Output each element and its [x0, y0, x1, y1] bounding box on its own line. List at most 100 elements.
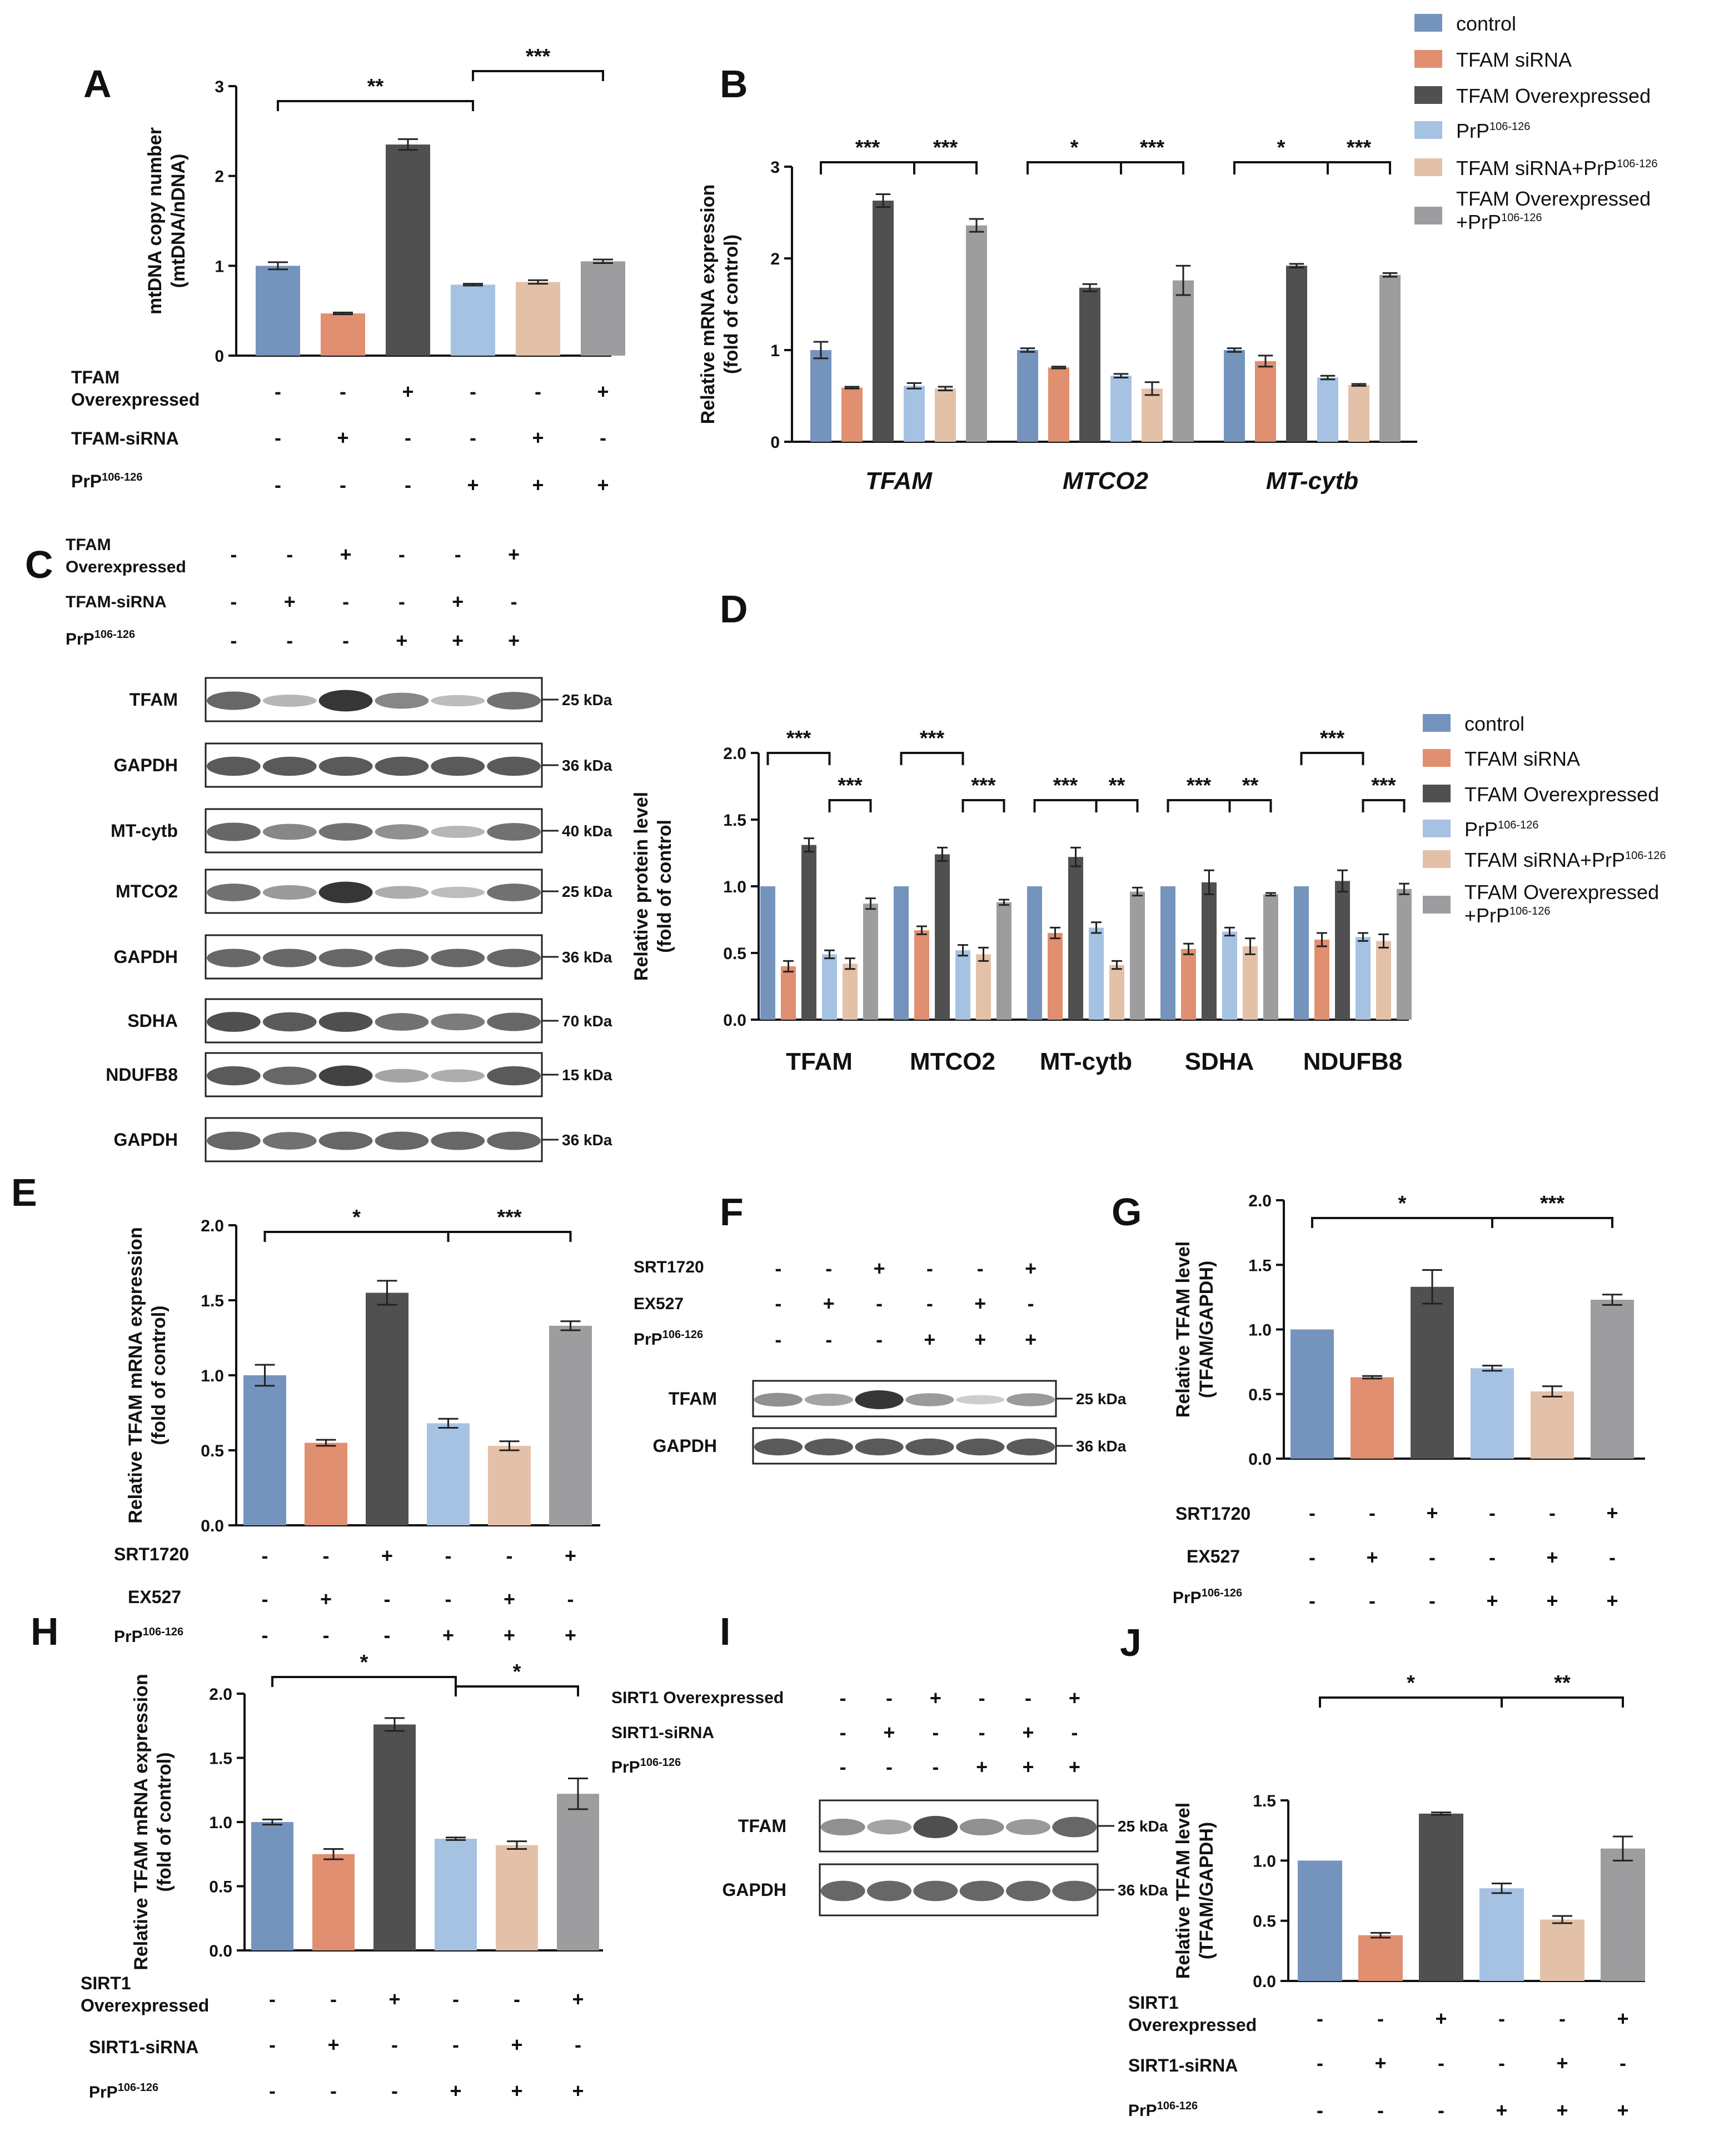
legend-b-control: control [1456, 12, 1516, 35]
panel-d-cat1-sig-bracket-1 [961, 799, 1005, 812]
panel-g-ytick-label: 1.0 [1248, 1321, 1272, 1340]
blot-c-sign-2-5: + [508, 629, 520, 652]
legend-d-sirna-prp: TFAM siRNA+PrP106-126 [1464, 849, 1666, 871]
panel-d-bar-0-5 [863, 904, 878, 1020]
blot-f-sign-1-5: - [1028, 1292, 1034, 1315]
legend-d-swatch-prp [1423, 820, 1451, 837]
panel-d-bar-0-3 [822, 954, 837, 1020]
blot-i-sign-2-4: + [1022, 1755, 1034, 1778]
blot-i-sign-0-4: - [1025, 1686, 1032, 1709]
blot-f-sign-1-4: + [974, 1292, 986, 1315]
blot-c-membrane-1 [205, 742, 543, 788]
panel-b-cat0-sig-label-0: *** [855, 136, 880, 159]
panel-h-sign-0-2: + [388, 1988, 400, 2010]
panel-a-sig-label-0: ** [367, 75, 384, 98]
conditions-g: SRT1720 EX527 PrP106-126 [1173, 1504, 1250, 1607]
panel-d-bar-1-1 [914, 930, 929, 1020]
blot-c-band-3-3 [375, 886, 429, 899]
blot-f-sign-2-3: + [924, 1328, 935, 1351]
panel-a-sign-2-1: - [340, 473, 346, 496]
cond-c-prp-sup: 106-126 [94, 628, 135, 641]
blot-i-band-1-5 [1052, 1880, 1097, 1902]
panel-a-bar-5 [581, 261, 625, 356]
panel-d-cat3-sig-label-1: ** [1242, 774, 1259, 797]
panel-d-bar-3-3 [1222, 931, 1237, 1020]
panel-h-sign-2-4: + [511, 2079, 522, 2102]
legend-b-swatch-over-prp [1414, 207, 1442, 224]
cond-h-over-l1: SIRT1 [81, 1973, 131, 1993]
blot-c-sign-2-0: - [230, 629, 237, 652]
blot-f-sign-2-0: - [775, 1328, 781, 1351]
blot-c-band-5-2 [318, 1012, 373, 1032]
blot-f-sign-0-3: - [926, 1257, 933, 1280]
cond-h-sirna: SIRT1-siRNA [89, 2037, 198, 2057]
legend-b-over-prp-l1: TFAM Overexpressed [1456, 187, 1651, 210]
panel-h-bar-4 [496, 1845, 538, 1950]
panel-a-sign-0-0: - [275, 380, 281, 403]
panel-g-ytick-label: 0.5 [1248, 1386, 1272, 1404]
cond-h-prp-sup: 106-126 [118, 2082, 158, 2094]
panel-b-bar-0-0 [810, 350, 831, 442]
blot-c-band-0-5 [487, 692, 541, 710]
panel-g-sign-1-5: - [1609, 1546, 1616, 1569]
panel-d-bar-4-3 [1356, 937, 1371, 1020]
panel-j-sig-label-1: ** [1554, 1671, 1571, 1695]
panel-d-ytick-label: 1.5 [723, 811, 746, 830]
blot-c-band-0-1 [262, 695, 317, 707]
panel-j-sig-bracket-1 [1501, 1696, 1624, 1708]
conditions-h: SIRT1 Overexpressed SIRT1-siRNA PrP106-1… [81, 1973, 209, 2102]
panel-g-sign-2-0: - [1309, 1589, 1316, 1612]
conditions-c: TFAM Overexpressed TFAM-siRNA PrP106-126 [66, 536, 186, 648]
panel-a-sign-1-1: + [337, 426, 348, 449]
panel-a-sig-bracket-1 [472, 70, 604, 81]
panel-d-ytick-label: 2.0 [723, 745, 746, 763]
panel-h-bar-2 [373, 1724, 416, 1950]
panel-e-ylabel-line1: Relative TFAM mRNA expression [125, 1227, 146, 1523]
panel-b-cat2-sig-bracket-1 [1327, 161, 1391, 174]
legend-d-sirna-prp-base: TFAM siRNA+PrP [1464, 849, 1625, 871]
blot-i-band-0-5 [1052, 1816, 1097, 1838]
blot-i-sign-0-0: - [840, 1686, 846, 1709]
cond-f-srt: SRT1720 [634, 1258, 704, 1276]
blot-i-band-1-0 [820, 1880, 865, 1902]
panel-e-sign-2-2: - [384, 1624, 391, 1646]
panel-e-sig-bracket-0 [263, 1231, 450, 1242]
cond-g-prp-sup: 106-126 [1202, 1587, 1242, 1599]
panel-g-ylabel-line1: Relative TFAM level [1173, 1241, 1194, 1418]
cond-c-over-l1: TFAM [66, 536, 111, 554]
conditions-i: SIRT1 Overexpressed SIRT1-siRNA PrP106-1… [611, 1689, 784, 1776]
panel-h-sign-2-3: + [450, 2079, 461, 2102]
panel-d-bar-1-3 [955, 950, 970, 1020]
panel-g-ylabel-line2: (TFAM/GAPDH) [1196, 1261, 1217, 1398]
blot-c-band-2-3 [375, 824, 429, 840]
legend-b-sirna: TFAM siRNA [1456, 48, 1572, 71]
panel-j-bar-5 [1601, 1848, 1645, 1981]
blot-f-sign-0-4: - [977, 1257, 984, 1280]
blot-c-sign-1-3: - [398, 590, 405, 613]
panel-h-ylabel-line2: (fold of control) [154, 1752, 175, 1892]
panel-b-cat1-sig-label-0: * [1070, 136, 1079, 159]
panel-d-ylabel-line2: (fold of control [654, 820, 675, 953]
panel-g-ytick-label: 2.0 [1248, 1192, 1272, 1210]
blot-c-membrane-5 [205, 998, 543, 1044]
panel-b-category-label-0: TFAM [865, 467, 933, 495]
panel-b-cat2-sig-label-1: *** [1347, 136, 1372, 159]
panel-j-sign-0-0: - [1317, 2007, 1323, 2030]
blot-c-label-5: SDHA [127, 1011, 178, 1031]
panel-h-bar-3 [435, 1839, 477, 1950]
conditions-e: SRT1720 EX527 PrP106-126 [114, 1544, 189, 1646]
blot-f-band-0-0 [754, 1393, 803, 1407]
panel-b-cat0-sig-bracket-1 [913, 161, 978, 174]
panel-a-ytick-label: 1 [215, 257, 224, 276]
blot-c-band-0-2 [318, 690, 373, 712]
blot-c-sign-0-0: - [230, 543, 237, 566]
conditions-a: TFAM Overexpressed TFAM-siRNA PrP106-126 [71, 367, 200, 491]
blot-c-band-6-5 [487, 1066, 541, 1086]
panel-d-chart: 0.0 0.5 1.0 1.5 2.0 Relative protein level (fo… [631, 727, 1412, 1075]
panel-d-bar-3-2 [1202, 882, 1217, 1020]
blot-c-sign-2-4: + [452, 629, 464, 652]
legend-d-over-prp-l2-sup: 106-126 [1509, 905, 1550, 917]
panel-d-bar-2-5 [1130, 891, 1145, 1020]
panel-d-bar-3-4 [1243, 946, 1258, 1020]
panel-d-cat2-sig-label-1: ** [1109, 774, 1125, 797]
